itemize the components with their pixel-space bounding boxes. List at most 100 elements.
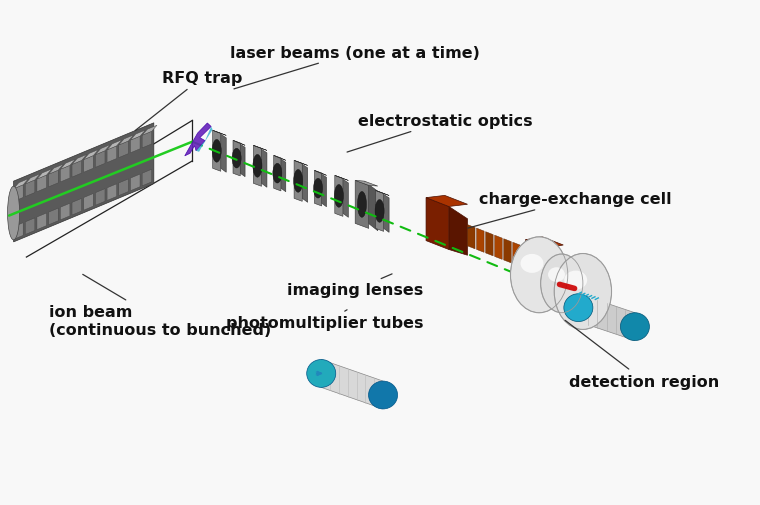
- Ellipse shape: [570, 268, 584, 290]
- Polygon shape: [196, 127, 213, 153]
- Polygon shape: [96, 152, 105, 168]
- Polygon shape: [119, 142, 128, 159]
- Ellipse shape: [273, 164, 282, 184]
- Polygon shape: [49, 165, 64, 175]
- Polygon shape: [364, 182, 378, 231]
- Polygon shape: [299, 163, 308, 203]
- Ellipse shape: [552, 261, 564, 283]
- Polygon shape: [375, 191, 389, 196]
- Ellipse shape: [564, 294, 593, 322]
- Polygon shape: [131, 131, 145, 141]
- Ellipse shape: [546, 253, 569, 291]
- Polygon shape: [426, 196, 467, 207]
- Text: detection region: detection region: [565, 321, 720, 389]
- Polygon shape: [84, 150, 99, 160]
- Polygon shape: [233, 141, 245, 146]
- Ellipse shape: [314, 179, 322, 198]
- Polygon shape: [142, 132, 152, 148]
- Ellipse shape: [584, 274, 597, 296]
- Ellipse shape: [8, 187, 20, 240]
- Polygon shape: [213, 131, 221, 172]
- Polygon shape: [37, 214, 46, 230]
- Polygon shape: [355, 181, 378, 187]
- Ellipse shape: [334, 185, 344, 208]
- Polygon shape: [294, 161, 308, 166]
- Polygon shape: [107, 140, 122, 150]
- Polygon shape: [119, 180, 128, 196]
- Polygon shape: [355, 181, 369, 229]
- Polygon shape: [37, 170, 52, 180]
- Polygon shape: [321, 360, 383, 409]
- Polygon shape: [142, 170, 152, 186]
- Polygon shape: [486, 232, 493, 257]
- Polygon shape: [14, 124, 154, 242]
- Polygon shape: [185, 124, 211, 157]
- Polygon shape: [119, 136, 134, 146]
- Ellipse shape: [564, 271, 587, 290]
- Polygon shape: [49, 171, 59, 187]
- Polygon shape: [142, 126, 157, 136]
- Ellipse shape: [212, 140, 221, 163]
- Polygon shape: [315, 171, 327, 176]
- Polygon shape: [253, 146, 267, 151]
- Polygon shape: [84, 156, 93, 173]
- Ellipse shape: [293, 170, 302, 193]
- Polygon shape: [72, 199, 81, 216]
- Polygon shape: [131, 175, 140, 191]
- Polygon shape: [14, 223, 23, 240]
- Text: ion beam
(continuous to bunched): ion beam (continuous to bunched): [49, 275, 271, 337]
- Polygon shape: [315, 171, 321, 207]
- Text: imaging lenses: imaging lenses: [287, 274, 423, 298]
- Polygon shape: [467, 225, 475, 249]
- Polygon shape: [274, 156, 281, 191]
- Polygon shape: [25, 175, 40, 184]
- Text: charge-exchange cell: charge-exchange cell: [467, 192, 671, 229]
- Polygon shape: [84, 194, 93, 211]
- Polygon shape: [578, 294, 635, 341]
- Polygon shape: [375, 191, 384, 232]
- Text: electrostatic optics: electrostatic optics: [347, 114, 533, 153]
- Polygon shape: [60, 166, 70, 183]
- Polygon shape: [107, 184, 116, 201]
- Polygon shape: [253, 146, 261, 187]
- Polygon shape: [526, 237, 563, 248]
- Polygon shape: [495, 236, 502, 260]
- Ellipse shape: [554, 254, 612, 330]
- Polygon shape: [426, 198, 449, 250]
- Polygon shape: [72, 161, 81, 178]
- Polygon shape: [504, 239, 511, 264]
- Ellipse shape: [521, 255, 543, 273]
- Polygon shape: [96, 145, 110, 156]
- Text: laser beams (one at a time): laser beams (one at a time): [230, 45, 480, 90]
- Polygon shape: [319, 173, 327, 208]
- Polygon shape: [131, 137, 140, 154]
- Polygon shape: [60, 204, 70, 221]
- Polygon shape: [259, 148, 267, 188]
- Ellipse shape: [620, 313, 650, 341]
- Polygon shape: [14, 185, 23, 202]
- Polygon shape: [340, 178, 348, 218]
- Polygon shape: [218, 133, 226, 173]
- Polygon shape: [107, 146, 116, 163]
- Polygon shape: [513, 243, 521, 267]
- Polygon shape: [294, 161, 302, 202]
- Polygon shape: [381, 193, 389, 233]
- Ellipse shape: [511, 237, 568, 313]
- Polygon shape: [213, 131, 226, 136]
- Polygon shape: [526, 240, 546, 287]
- Polygon shape: [96, 189, 105, 206]
- Polygon shape: [25, 181, 35, 197]
- Ellipse shape: [357, 192, 366, 218]
- Polygon shape: [233, 141, 240, 177]
- Text: RFQ trap: RFQ trap: [135, 71, 242, 131]
- Polygon shape: [238, 143, 245, 177]
- Ellipse shape: [548, 268, 565, 282]
- Polygon shape: [274, 156, 286, 161]
- Ellipse shape: [253, 155, 262, 178]
- Ellipse shape: [369, 381, 397, 409]
- Polygon shape: [477, 229, 484, 253]
- Polygon shape: [335, 176, 343, 217]
- Text: photomultiplier tubes: photomultiplier tubes: [226, 310, 424, 331]
- Polygon shape: [49, 209, 59, 225]
- Polygon shape: [37, 176, 46, 192]
